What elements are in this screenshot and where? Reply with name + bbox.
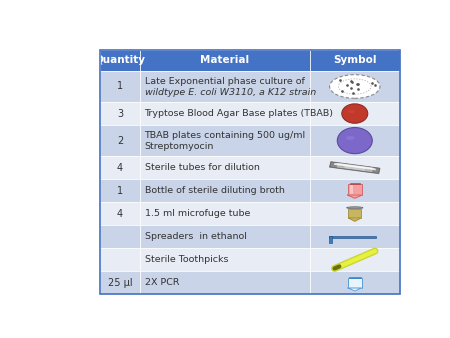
Circle shape: [338, 127, 372, 154]
Bar: [100, 50, 400, 294]
Bar: [350, 183, 360, 184]
Circle shape: [342, 104, 368, 123]
Text: Bottle of sterile diluting broth: Bottle of sterile diluting broth: [144, 186, 284, 195]
Text: Spreaders  in ethanol: Spreaders in ethanol: [144, 232, 247, 241]
Polygon shape: [338, 164, 372, 172]
Text: 2: 2: [117, 136, 123, 146]
Bar: [310, 248, 400, 271]
Bar: [140, 271, 310, 294]
Bar: [100, 71, 140, 102]
Bar: [329, 236, 376, 238]
Bar: [310, 102, 400, 125]
Text: 1: 1: [117, 186, 123, 196]
Bar: [347, 184, 362, 195]
Text: Sterile Toothpicks: Sterile Toothpicks: [144, 255, 228, 264]
Polygon shape: [347, 195, 362, 198]
Ellipse shape: [329, 75, 380, 98]
Polygon shape: [348, 288, 361, 291]
Text: Symbol: Symbol: [333, 55, 377, 65]
Bar: [140, 248, 310, 271]
Bar: [310, 179, 400, 202]
Bar: [310, 202, 400, 225]
Bar: [100, 248, 140, 271]
Text: Quantity: Quantity: [94, 55, 146, 65]
Bar: [140, 179, 310, 202]
Text: 1.5 ml microfuge tube: 1.5 ml microfuge tube: [144, 209, 250, 218]
Ellipse shape: [348, 110, 355, 113]
Text: wildtype E. coli W3110, a K12 strain: wildtype E. coli W3110, a K12 strain: [144, 88, 316, 97]
Bar: [140, 225, 310, 248]
Bar: [310, 50, 400, 71]
Bar: [348, 209, 361, 218]
Bar: [140, 102, 310, 125]
Bar: [140, 125, 310, 156]
Bar: [100, 102, 140, 125]
Bar: [310, 156, 400, 179]
Text: 4: 4: [117, 209, 123, 219]
Text: Streptomyocin: Streptomyocin: [144, 142, 214, 151]
Text: 2X PCR: 2X PCR: [144, 278, 179, 287]
Bar: [100, 271, 140, 294]
Bar: [140, 202, 310, 225]
Text: Material: Material: [201, 55, 250, 65]
Text: Sterile tubes for dilution: Sterile tubes for dilution: [144, 163, 259, 172]
Bar: [100, 125, 140, 156]
Polygon shape: [348, 218, 361, 221]
Bar: [349, 277, 360, 279]
Bar: [140, 71, 310, 102]
Bar: [354, 208, 356, 209]
Bar: [310, 225, 400, 248]
Bar: [100, 156, 140, 179]
Bar: [100, 50, 140, 71]
Bar: [329, 236, 332, 243]
Bar: [100, 225, 140, 248]
Polygon shape: [345, 165, 365, 170]
Ellipse shape: [346, 207, 363, 209]
Bar: [310, 271, 400, 294]
Bar: [100, 202, 140, 225]
Bar: [350, 185, 353, 194]
Text: 4: 4: [117, 163, 123, 173]
Ellipse shape: [346, 136, 355, 140]
Text: Late Exponential phase culture of: Late Exponential phase culture of: [144, 77, 304, 86]
Text: Tryptose Blood Agar Base plates (TBAB): Tryptose Blood Agar Base plates (TBAB): [144, 109, 333, 118]
Polygon shape: [330, 162, 380, 173]
Bar: [100, 50, 400, 294]
Bar: [348, 279, 361, 288]
Bar: [310, 71, 400, 102]
Polygon shape: [334, 164, 376, 170]
Text: 25 μl: 25 μl: [108, 278, 132, 288]
Bar: [310, 125, 400, 156]
Bar: [100, 179, 140, 202]
Bar: [140, 50, 310, 71]
Text: TBAB plates containing 500 ug/ml: TBAB plates containing 500 ug/ml: [144, 131, 306, 141]
Text: 1: 1: [117, 81, 123, 92]
Bar: [140, 156, 310, 179]
Text: 3: 3: [117, 108, 123, 119]
